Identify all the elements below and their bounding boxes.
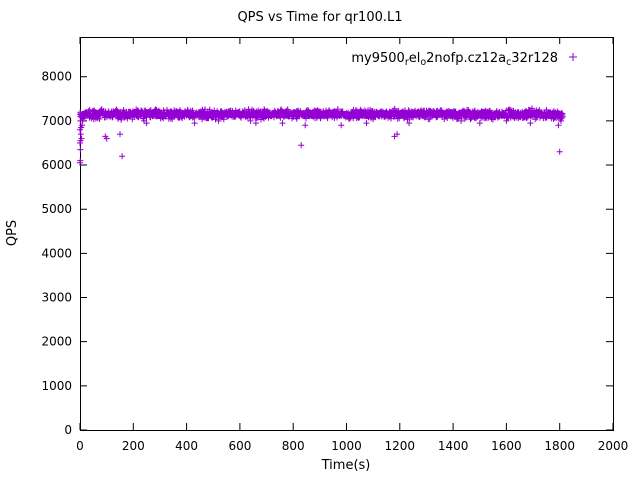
x-tick-label: 1000 <box>331 439 362 453</box>
x-tick-label: 1400 <box>438 439 469 453</box>
x-tick-label: 1600 <box>491 439 522 453</box>
axis-ticks <box>79 37 614 431</box>
y-tick-label: 2000 <box>41 335 72 349</box>
x-tick-label: 400 <box>175 439 198 453</box>
data-points <box>77 105 566 166</box>
y-tick-label: 7000 <box>41 114 72 128</box>
y-tick-label: 6000 <box>41 158 72 172</box>
legend-marker-plus-icon <box>569 53 577 61</box>
chart-title: QPS vs Time for qr100.L1 <box>237 10 402 25</box>
y-tick-label: 8000 <box>41 70 72 84</box>
y-tick-label: 4000 <box>41 246 72 260</box>
y-tick-label: 1000 <box>41 379 72 393</box>
x-axis-label: Time(s) <box>321 458 371 473</box>
y-tick-label: 0 <box>64 423 72 437</box>
x-tick-label: 1800 <box>544 439 575 453</box>
x-tick-label: 800 <box>282 439 305 453</box>
x-tick-label: 600 <box>228 439 251 453</box>
x-tick-label: 200 <box>122 439 145 453</box>
legend-label: my9500relo2nofp.cz12ac32r128 <box>351 51 558 68</box>
x-tick-label: 0 <box>76 439 84 453</box>
x-tick-label: 2000 <box>598 439 629 453</box>
x-tick-label: 1200 <box>385 439 416 453</box>
generated-plot-content: 0 200 400 600 800 1000 1200 1400 1600 1800 2000 0 10… <box>41 37 628 453</box>
y-tick-label: 3000 <box>41 291 72 305</box>
plot-border <box>80 37 614 431</box>
y-axis-label: QPS <box>5 220 20 246</box>
y-tick-label: 5000 <box>41 202 72 216</box>
